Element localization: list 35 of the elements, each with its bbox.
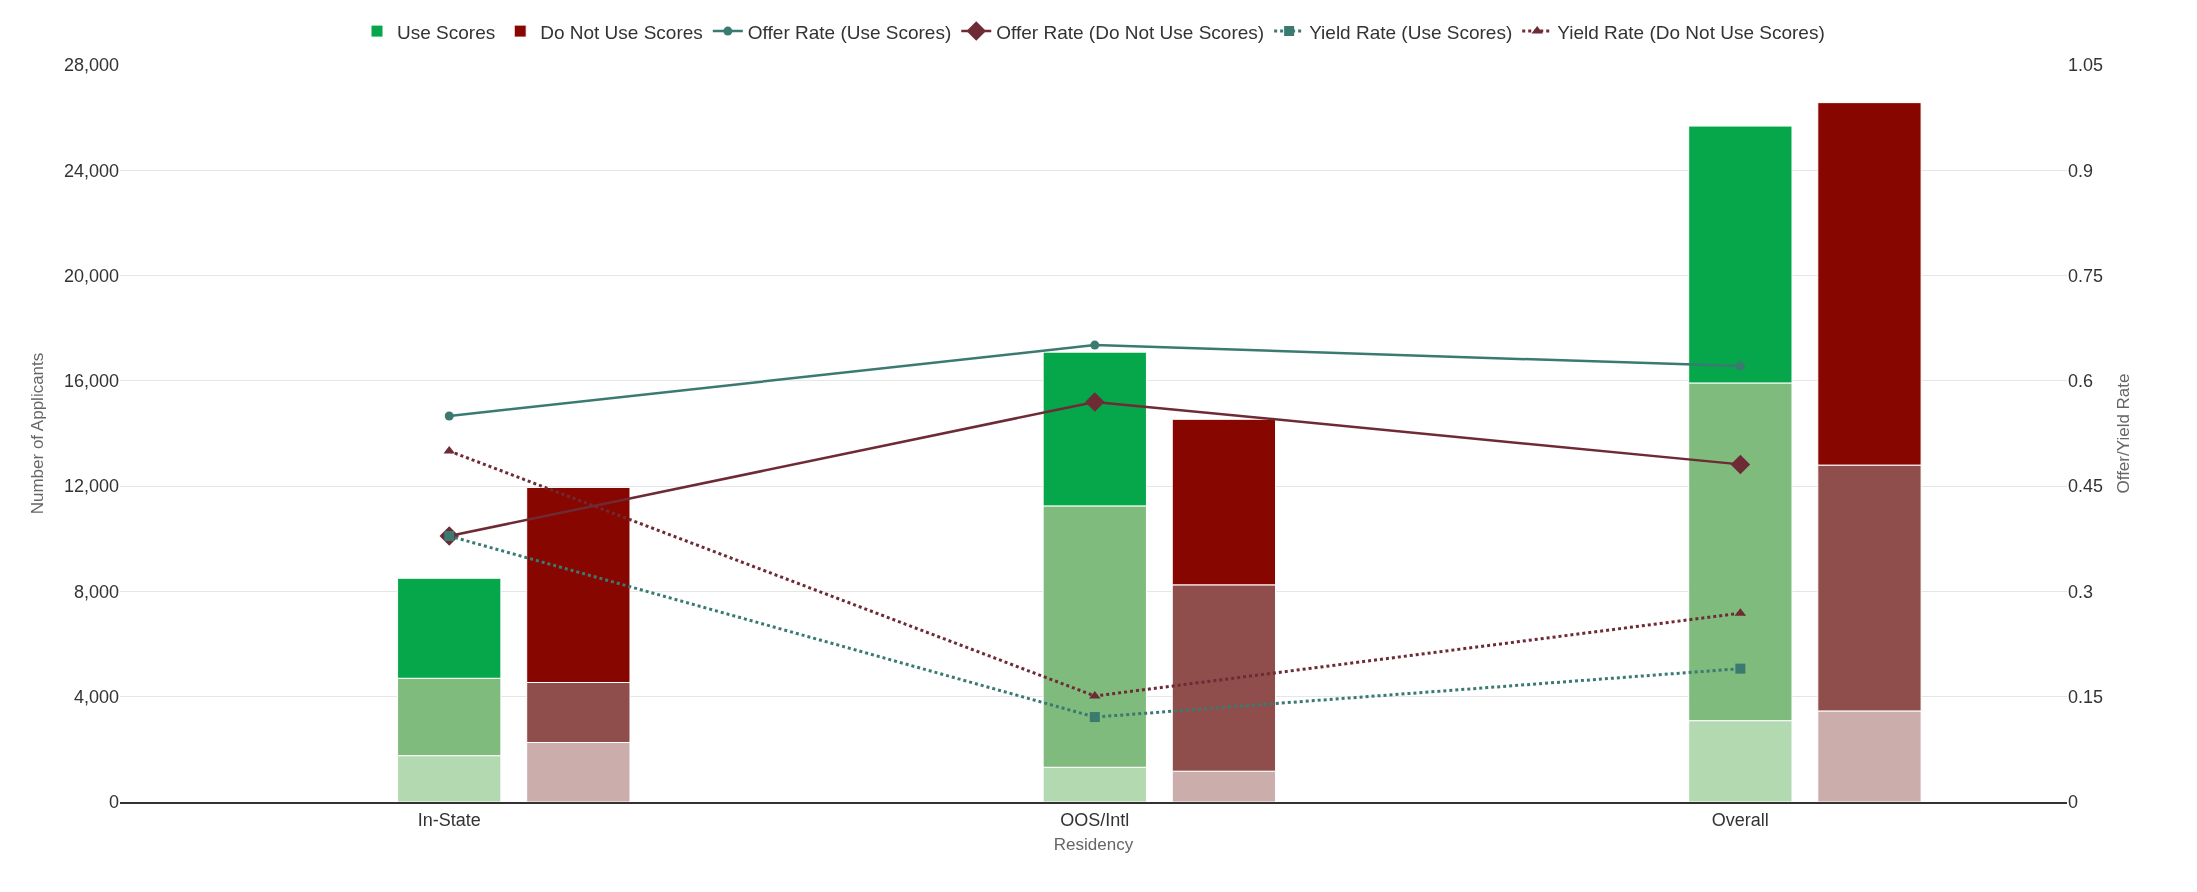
- point: [1090, 340, 1100, 350]
- y2-tick-label: 0.75: [2068, 265, 2104, 286]
- point: [1089, 712, 1100, 723]
- y-tick-label: 12,000: [63, 476, 119, 497]
- point: [1730, 454, 1751, 475]
- point: [444, 411, 454, 421]
- x-axis-title: Residency: [1053, 835, 1134, 855]
- y-tick-label: 8,000: [73, 581, 119, 602]
- point: [1085, 392, 1105, 412]
- legend-label: Do Not Use Scores: [540, 21, 703, 43]
- x-tick-label: OOS/Intl: [1060, 809, 1130, 830]
- y2-tick-label: 0.15: [2068, 687, 2104, 708]
- y2-tick-label: 1.05: [2068, 55, 2104, 76]
- legend-label: Offer Rate (Do Not Use Scores): [996, 21, 1265, 43]
- y-tick-label: 0: [108, 792, 119, 813]
- y-tick-label: 28,000: [63, 55, 119, 76]
- y-tick-label: 24,000: [63, 160, 119, 181]
- legend-label: Offer Rate (Use Scores): [747, 21, 952, 43]
- y2-tick-label: 0: [2068, 792, 2079, 813]
- y2-tick-label: 0.3: [2068, 581, 2094, 602]
- point: [1735, 663, 1746, 674]
- y-axis-title: Number of Applicants: [28, 352, 48, 515]
- y-tick-label: 4,000: [73, 687, 119, 708]
- y-tick-label: 20,000: [63, 265, 119, 286]
- x-tick-label: In-State: [417, 809, 481, 830]
- x-tick-label: Overall: [1711, 809, 1769, 830]
- legend-label: Yield Rate (Do Not Use Scores): [1557, 21, 1825, 43]
- y-tick-label: 16,000: [63, 371, 119, 392]
- y2-tick-label: 0.45: [2068, 476, 2104, 497]
- y2-axis-title: Offer/Yield Rate: [2114, 373, 2134, 494]
- y2-tick-label: 0.9: [2068, 160, 2094, 181]
- point: [1735, 361, 1745, 371]
- legend-label: Use Scores: [397, 21, 496, 43]
- legend-label: Yield Rate (Use Scores): [1309, 21, 1513, 43]
- y2-tick-label: 0.6: [2068, 371, 2094, 392]
